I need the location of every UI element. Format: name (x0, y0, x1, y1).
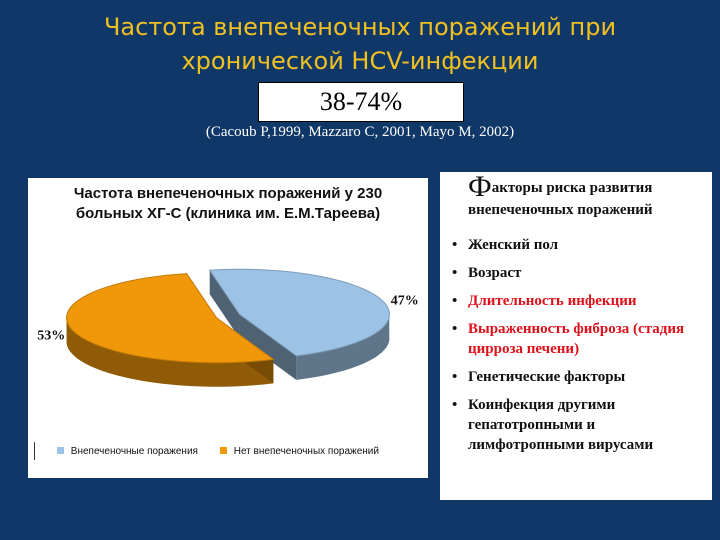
heading-rest: акторы риска развития внепеченочных пора… (468, 180, 653, 218)
pie-chart: Частота внепеченочных поражений у 230 бо… (28, 178, 428, 478)
pie-slice-label-0: 47% (391, 293, 419, 308)
chart-title-line2: больных ХГ-С (клиника им. Е.М.Тареева) (75, 205, 381, 222)
chart-title-line1: Частота внепеченочных поражений у 230 (73, 185, 383, 202)
legend-label-none: Нет внепеченочных поражений (233, 445, 379, 457)
citation: (Cacoub P,1999, Mazzaro C, 2001, Mayo M,… (205, 124, 515, 140)
chart-title: Частота внепеченочных поражений у 230 бо… (28, 184, 428, 224)
slide-title: Частота внепеченочных поражений при хрон… (40, 10, 680, 78)
legend-item-none: Нет внепеченочных поражений (219, 445, 379, 457)
heading-initial: Ф (468, 170, 492, 203)
pie-slice-1 (66, 273, 275, 387)
pie-slice-top (66, 273, 275, 364)
pie-slice-wall (66, 318, 274, 387)
risk-factor-item: Коинфекция другими гепатотропными и лимф… (452, 395, 704, 455)
risk-factor-item: Женский пол (452, 235, 704, 255)
pie-slice-top (208, 268, 390, 357)
slide-title-line1: Частота внепеченочных поражений при (103, 13, 617, 41)
legend-swatch-extrahepatic (57, 447, 64, 455)
risk-factors-panel: Факторы риска развития внепеченочных пор… (440, 172, 712, 500)
legend-separator (34, 442, 35, 460)
prevalence-range-box: 38-74% (258, 82, 464, 122)
legend-item-extrahepatic: Внепеченочные поражения (57, 446, 198, 457)
risk-factor-item: Генетические факторы (452, 367, 704, 387)
pie-slice-0 (208, 268, 390, 380)
risk-factor-item: Длительность инфекции (452, 291, 704, 311)
risk-factor-item: Выраженность фиброза (стадия цирроза печ… (452, 319, 704, 359)
pie-slice-cut (209, 270, 240, 339)
risk-factors-list: Женский пол Возраст Длительность инфекци… (440, 235, 712, 455)
risk-factors-heading: Факторы риска развития внепеченочных пор… (440, 172, 712, 221)
pie-slice-cut (239, 314, 297, 380)
legend-label-extrahepatic: Внепеченочные поражения (70, 445, 198, 457)
risk-factor-item: Возраст (452, 263, 704, 283)
legend-swatch-none (219, 447, 227, 455)
pie-slice-label-1: 53% (37, 329, 65, 344)
slide-title-line2: хронической HCV-инфекции (181, 47, 539, 75)
pie-slice-wall (296, 312, 390, 380)
chart-legend: Внепеченочные поражения Нет внепеченочны… (34, 440, 424, 462)
pie-svg: 47% 53% (37, 268, 419, 387)
